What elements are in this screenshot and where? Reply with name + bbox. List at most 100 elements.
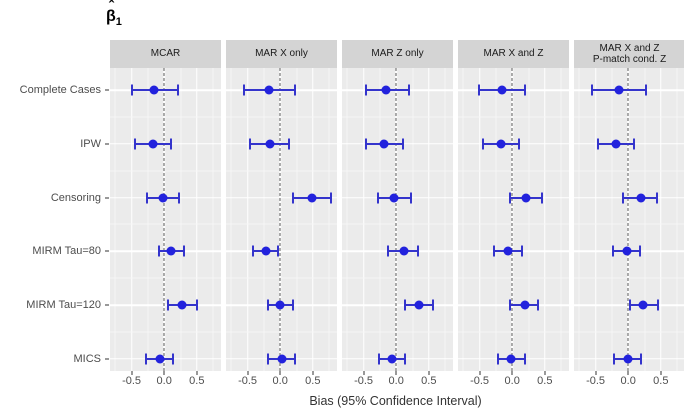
error-bar-cap	[294, 84, 297, 96]
major-gridline-v	[312, 68, 314, 371]
major-gridline-v	[544, 68, 546, 371]
error-bar-cap	[404, 353, 407, 365]
facet-header-label: MAR X and Z	[483, 48, 544, 60]
error-bar-cap	[644, 84, 647, 96]
x-tick-label: -0.5	[354, 375, 374, 387]
data-point	[177, 300, 187, 310]
data-point	[389, 193, 399, 203]
minor-gridline-v	[230, 68, 232, 371]
error-bar-cap	[196, 299, 199, 311]
x-tick-label: 0.5	[421, 375, 437, 387]
error-bar-cap	[330, 192, 333, 204]
x-tick	[595, 371, 597, 375]
data-point	[265, 139, 275, 149]
data-point	[636, 193, 646, 203]
y-tick	[105, 89, 109, 91]
minor-gridline-v	[495, 68, 497, 371]
x-tick	[163, 371, 165, 375]
minor-gridline-h	[574, 331, 684, 333]
x-tick-label: -0.5	[122, 375, 142, 387]
data-point	[307, 193, 317, 203]
error-bar-cap	[169, 138, 172, 150]
data-point	[520, 300, 530, 310]
y-tick	[105, 250, 109, 252]
minor-gridline-h	[226, 223, 337, 225]
minor-gridline-v	[328, 68, 330, 371]
data-point	[623, 354, 633, 364]
facet-header: MAR X and Z P-match cond. Z	[574, 40, 684, 68]
minor-gridline-h	[574, 116, 684, 118]
zero-reference-line	[163, 68, 165, 371]
error-bar-cap	[172, 353, 175, 365]
x-tick	[395, 371, 397, 375]
minor-gridline-v	[212, 68, 214, 371]
x-axis: -0.5 0.0 0.5	[458, 371, 569, 393]
minor-gridline-v	[180, 68, 182, 371]
minor-gridline-v	[528, 68, 530, 371]
y-axis-label: IPW	[80, 137, 101, 150]
major-gridline-v	[428, 68, 430, 371]
major-gridline-v	[246, 68, 249, 371]
zero-reference-line	[395, 68, 397, 371]
error-bar-cap	[536, 299, 539, 311]
x-tick	[312, 371, 314, 375]
error-bar-cap	[628, 299, 631, 311]
x-tick-label: 0.0	[504, 375, 520, 387]
error-bar-cap	[597, 138, 600, 150]
error-bar-cap	[364, 138, 367, 150]
data-point	[166, 246, 176, 256]
x-tick	[279, 371, 281, 375]
error-bar-cap	[409, 192, 412, 204]
facet-panel: MAR X and Z -0.5 0.0 0.5	[458, 40, 569, 393]
error-bar-cap	[267, 353, 270, 365]
major-gridline-v	[660, 68, 662, 371]
error-bar-cap	[621, 192, 624, 204]
error-bar-cap	[365, 84, 368, 96]
error-bar-cap	[520, 245, 523, 257]
minor-gridline-v	[462, 68, 464, 371]
minor-gridline-h	[458, 116, 569, 118]
error-bar-cap	[176, 84, 179, 96]
error-bar-cap	[376, 192, 379, 204]
y-tick	[105, 197, 109, 199]
major-gridline-v	[196, 68, 198, 371]
data-point	[379, 139, 389, 149]
major-gridline-v	[130, 68, 133, 371]
data-point	[497, 85, 507, 95]
error-bar-cap	[492, 245, 495, 257]
error-bar-cap	[288, 138, 291, 150]
data-point	[261, 246, 271, 256]
x-tick-label: 0.0	[272, 375, 288, 387]
error-bar-cap	[416, 245, 419, 257]
panel-plot-area	[458, 68, 569, 371]
data-point	[275, 300, 285, 310]
error-bar-cap	[656, 299, 659, 311]
y-axis-label: Censoring	[50, 191, 101, 204]
minor-gridline-h	[226, 277, 337, 279]
x-tick-label: 0.5	[653, 375, 669, 387]
minor-gridline-h	[226, 116, 337, 118]
error-bar-cap	[523, 353, 526, 365]
panel-plot-area	[342, 68, 453, 371]
error-bar-cap	[387, 245, 390, 257]
data-point	[381, 85, 391, 95]
error-bar-cap	[633, 138, 636, 150]
data-point	[503, 246, 513, 256]
facet-panel: MAR X only -0.5 0.0 0.5	[226, 40, 337, 393]
x-tick	[247, 371, 249, 375]
error-bar-cap	[655, 192, 658, 204]
x-axis: -0.5 0.0 0.5	[226, 371, 337, 393]
error-bar-cap	[252, 245, 255, 257]
minor-gridline-h	[458, 331, 569, 333]
error-bar-cap	[509, 299, 512, 311]
x-tick-label: -0.5	[238, 375, 258, 387]
minor-gridline-h	[110, 277, 221, 279]
data-point	[399, 246, 409, 256]
x-tick	[627, 371, 629, 375]
data-point	[614, 85, 624, 95]
error-bar-cap	[131, 84, 134, 96]
error-bar-cap	[291, 299, 294, 311]
y-tick	[105, 358, 109, 360]
facet-header-label: P-match cond. Z	[592, 54, 667, 65]
facet-panel: MAR Z only -0.5 0.0 0.5	[342, 40, 453, 393]
